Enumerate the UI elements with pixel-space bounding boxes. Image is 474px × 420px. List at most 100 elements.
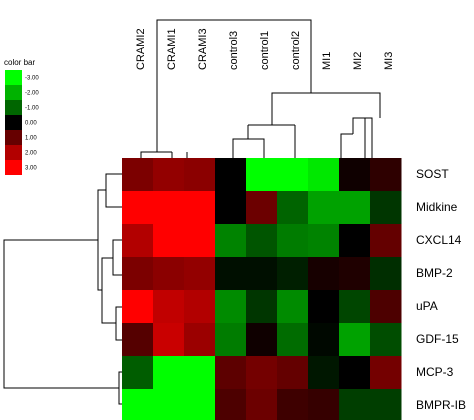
heatmap-cell	[122, 257, 154, 291]
row-label-upa: uPA	[416, 299, 438, 313]
heatmap-cell	[153, 290, 185, 324]
heatmap-cell	[370, 290, 402, 324]
heatmap-cell	[215, 191, 247, 225]
heatmap-cell	[184, 323, 216, 357]
heatmap-cell	[339, 323, 371, 357]
color-bar-swatch	[5, 160, 22, 175]
heatmap-cell	[277, 158, 309, 192]
heatmap-cell	[215, 323, 247, 357]
color-bar-swatch	[5, 70, 22, 85]
color-bar-tick: 2.00	[25, 151, 37, 157]
heatmap-cell	[339, 191, 371, 225]
color-bar: color bar -3.00 -2.00 -1.00 0.00 1.00 2.00 3.0…	[4, 58, 39, 175]
heatmap-cell	[246, 158, 278, 192]
col-label-mi1: MI1	[321, 52, 333, 70]
column-labels: CRAMI2 CRAMI1 CRAMI3 control3 control1 c…	[135, 28, 395, 70]
color-bar-swatch	[5, 85, 22, 100]
heatmap-cell	[122, 191, 154, 225]
heatmap-cell	[153, 356, 185, 390]
heatmap-cell	[122, 290, 154, 324]
row-label-midkine: Midkine	[416, 200, 458, 214]
heatmap-cell	[339, 356, 371, 390]
heatmap-cell	[184, 224, 216, 258]
heatmap-cell	[184, 290, 216, 324]
color-bar-swatch	[5, 130, 22, 145]
color-bar-swatch	[5, 100, 22, 115]
row-label-bmp-2: BMP-2	[416, 266, 453, 280]
heatmap-cell	[153, 323, 185, 357]
heatmap-cell	[246, 323, 278, 357]
heatmap-cell	[370, 257, 402, 291]
heatmap-cell	[184, 356, 216, 390]
color-bar-tick: -3.00	[25, 76, 39, 82]
col-label-control2: control2	[290, 31, 302, 70]
heatmap-cell	[339, 290, 371, 324]
heatmap-cell	[246, 389, 278, 420]
heatmap-cell	[215, 158, 247, 192]
heatmap-cell	[153, 224, 185, 258]
heatmap-cell	[308, 356, 340, 390]
heatmap-cell	[122, 389, 154, 420]
col-label-mi3: MI3	[383, 52, 395, 70]
column-dendrogram	[140, 19, 381, 158]
heatmap-cell	[184, 158, 216, 192]
color-bar-tick: -1.00	[25, 106, 39, 112]
heatmap-cell	[184, 389, 216, 420]
heatmap-cell	[370, 158, 402, 192]
heatmap-cell	[153, 191, 185, 225]
heatmap-cell	[122, 224, 154, 258]
color-bar-tick: -2.00	[25, 91, 39, 97]
color-bar-swatch	[5, 145, 22, 160]
heatmap-cell	[246, 290, 278, 324]
color-bar-tick: 3.00	[25, 166, 37, 172]
heatmap-cell	[308, 224, 340, 258]
heatmap-cell	[277, 290, 309, 324]
heatmap-cell	[277, 257, 309, 291]
col-label-control1: control1	[259, 31, 271, 70]
heatmap-cell	[277, 224, 309, 258]
row-label-cxcl14: CXCL14	[416, 233, 462, 247]
col-label-crami3: CRAMI3	[197, 28, 209, 70]
heatmap-cell	[339, 158, 371, 192]
heatmap-cell	[370, 191, 402, 225]
heatmap-cell	[215, 290, 247, 324]
heatmap-cell	[277, 389, 309, 420]
heatmap-cell	[153, 158, 185, 192]
heatmap-cell	[246, 356, 278, 390]
row-label-mcp-3: MCP-3	[416, 365, 454, 379]
heatmap-cell	[308, 257, 340, 291]
heatmap-cell	[122, 323, 154, 357]
heatmap-cells	[122, 158, 402, 420]
heatmap-cell	[122, 158, 154, 192]
heatmap-cell	[122, 356, 154, 390]
heatmap-cell	[308, 158, 340, 192]
heatmap-cell	[215, 356, 247, 390]
heatmap-cell	[246, 191, 278, 225]
heatmap-cell	[308, 389, 340, 420]
color-bar-title: color bar	[4, 58, 35, 67]
heatmap-cell	[339, 257, 371, 291]
heatmap-cell	[277, 356, 309, 390]
row-label-gdf-15: GDF-15	[416, 332, 459, 346]
color-bar-swatch	[5, 115, 22, 130]
heatmap-cell	[246, 224, 278, 258]
row-label-bmpr-ib: BMPR-IB	[416, 398, 466, 412]
col-label-mi2: MI2	[352, 52, 364, 70]
heatmap-cell	[184, 191, 216, 225]
heatmap-cell	[370, 389, 402, 420]
col-label-crami1: CRAMI1	[166, 28, 178, 70]
heatmap-cell	[184, 257, 216, 291]
heatmap-cell	[308, 323, 340, 357]
col-label-control3: control3	[228, 31, 240, 70]
row-label-sost: SOST	[416, 167, 449, 181]
heatmap-cell	[308, 290, 340, 324]
heatmap-cell	[153, 257, 185, 291]
heatmap-cell	[339, 389, 371, 420]
heatmap-cell	[246, 257, 278, 291]
row-labels: SOST Midkine CXCL14 BMP-2 uPA GDF-15 MCP…	[416, 167, 466, 412]
heatmap-cell	[153, 389, 185, 420]
row-dendrogram	[3, 173, 122, 405]
heatmap-cell	[339, 224, 371, 258]
heatmap-cell	[308, 191, 340, 225]
heatmap-cell	[370, 356, 402, 390]
